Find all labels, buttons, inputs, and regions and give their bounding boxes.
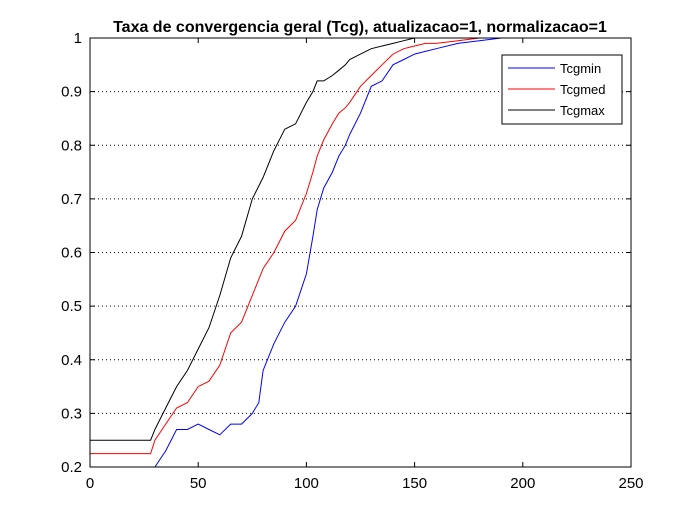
legend-label-tcgmax: Tcgmax — [560, 103, 605, 118]
series-line-tcgmax — [90, 37, 523, 441]
y-tick-label: 0.9 — [61, 84, 82, 101]
y-tick-label: 0.2 — [61, 459, 82, 476]
x-tick-label: 200 — [510, 475, 535, 492]
data-series — [90, 37, 541, 468]
series-line-tcgmed — [90, 37, 523, 455]
x-tick-label: 100 — [294, 475, 319, 492]
x-tick-labels: 0 50 100 150 200 250 — [86, 475, 644, 492]
x-tick-label: 250 — [618, 475, 643, 492]
chart-title: Taxa de convergencia geral (Tcg), atuali… — [113, 19, 607, 36]
y-tick-label: 0.3 — [61, 405, 82, 422]
series-line-tcgmin — [154, 37, 541, 468]
legend-label-tcgmin: Tcgmin — [560, 61, 601, 76]
legend-label-tcgmed: Tcgmed — [560, 82, 606, 97]
y-tick-label: 0.4 — [61, 352, 82, 369]
y-tick-label: 0.5 — [61, 298, 82, 315]
axis-ticks — [89, 37, 632, 468]
y-tick-label: 1 — [74, 30, 82, 47]
y-tick-label: 0.7 — [61, 191, 82, 208]
x-tick-label: 50 — [190, 475, 207, 492]
y-tick-label: 0.6 — [61, 245, 82, 262]
legend: Tcgmin Tcgmed Tcgmax — [501, 54, 623, 125]
x-tick-label: 150 — [402, 475, 427, 492]
y-tick-labels: 0.2 0.3 0.4 0.5 0.6 0.7 0.8 0.9 1 — [61, 30, 82, 476]
y-tick-label: 0.8 — [61, 137, 82, 154]
x-tick-label: 0 — [86, 475, 94, 492]
